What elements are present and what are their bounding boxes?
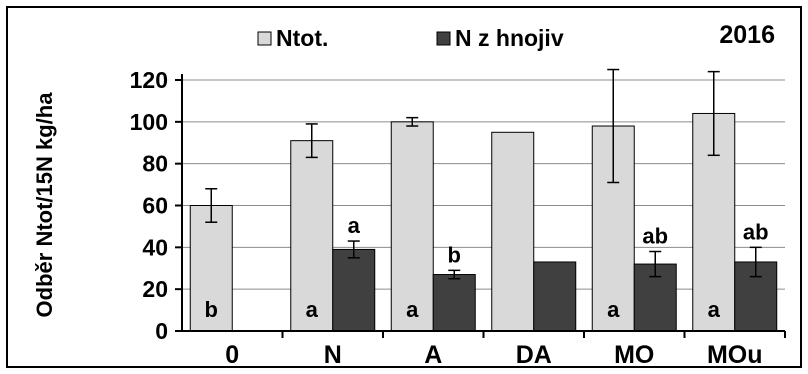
gridlines	[182, 79, 785, 290]
significance-label: a	[306, 297, 319, 322]
x-tick-label: 0	[225, 341, 239, 369]
significance-label: b	[448, 242, 461, 267]
y-axis-label: Odběr Ntot/15N kg/ha	[32, 92, 57, 318]
chart-title: 2016	[719, 21, 775, 49]
x-tick-label: N	[324, 341, 342, 369]
significance-label: ab	[642, 224, 668, 249]
bar	[432, 274, 476, 332]
y-tick-label: 120	[130, 67, 168, 93]
legend-swatch	[436, 31, 451, 46]
significance-label: ab	[743, 219, 769, 244]
x-tick-label: DA	[516, 341, 552, 369]
legend: Ntot. N z hnojiv	[257, 25, 564, 51]
x-tick-label: MO	[614, 341, 654, 369]
x-tick-label: A	[424, 341, 442, 369]
y-tick-label: 40	[142, 234, 168, 260]
bar	[533, 261, 577, 332]
significance-label: a	[348, 213, 361, 238]
bar	[390, 121, 434, 332]
significance-label: a	[406, 297, 419, 322]
axes: 0 20 40 60 80 100 120 0 N A DA MO MOu	[130, 67, 786, 369]
y-tick-label: 80	[142, 151, 168, 177]
significance-label: a	[607, 297, 620, 322]
y-tick-label: 100	[130, 109, 168, 135]
bar	[290, 140, 334, 332]
significance-label: b	[205, 297, 218, 322]
legend-swatch	[257, 31, 272, 46]
legend-label: Ntot.	[276, 25, 328, 51]
significance-label: a	[708, 297, 721, 322]
bar	[332, 248, 376, 332]
y-tick-label: 0	[155, 318, 168, 344]
bar	[491, 131, 535, 332]
y-tick-label: 20	[142, 276, 168, 302]
x-tick-label: MOu	[707, 341, 763, 369]
legend-label: N z hnojiv	[455, 25, 564, 51]
y-tick-label: 60	[142, 193, 168, 219]
